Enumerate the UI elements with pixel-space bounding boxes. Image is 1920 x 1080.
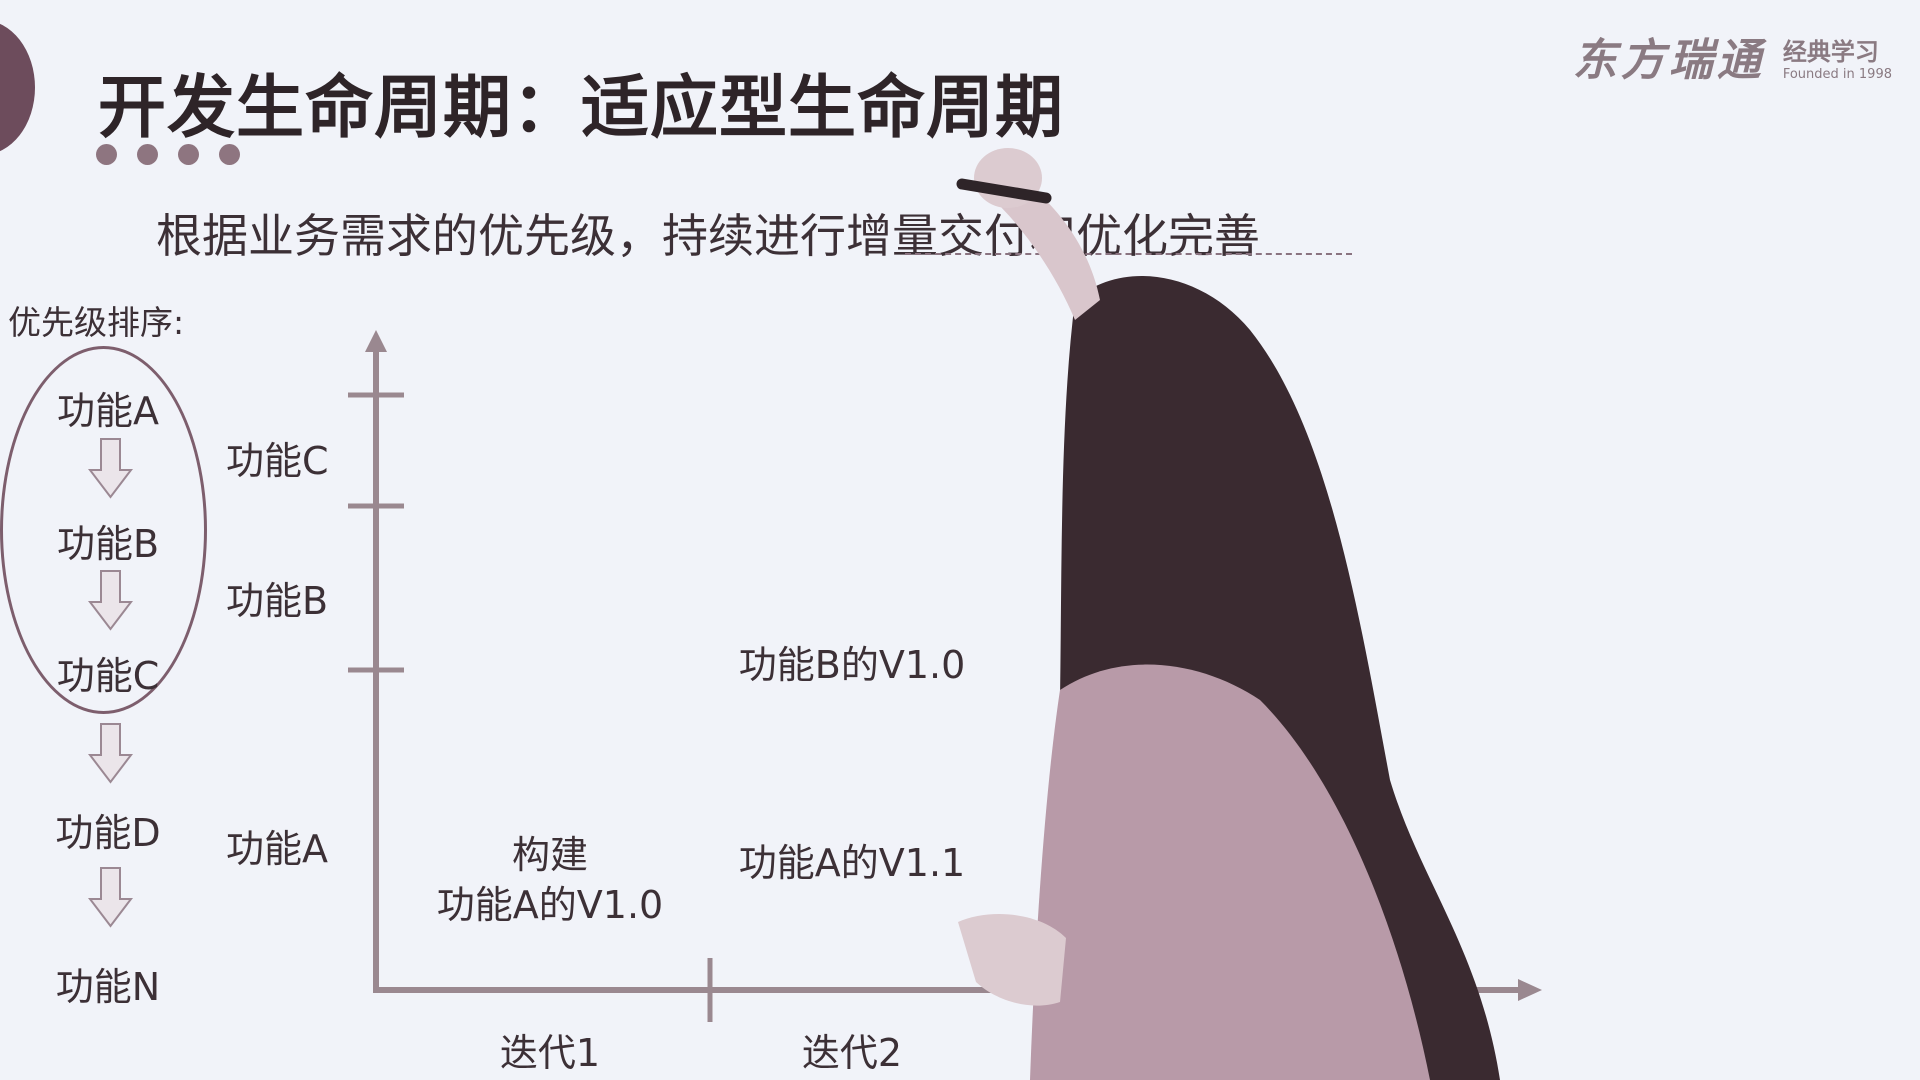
- priority-item-c: 功能C: [56, 654, 160, 698]
- decoration-dot: [178, 144, 199, 165]
- priority-item-b: 功能B: [56, 522, 160, 566]
- marker-pen: [956, 178, 1052, 204]
- iteration1-line1: 构建: [511, 833, 588, 877]
- iteration2-feature-b-cell: 功能B的V1.0: [738, 643, 966, 687]
- down-arrow-icon: [88, 723, 133, 784]
- x-label-iteration-1: 迭代1: [499, 1031, 601, 1075]
- decoration-dot: [96, 144, 117, 165]
- x-axis-arrowhead: [1518, 979, 1542, 1001]
- priority-label: 优先级排序:: [8, 303, 185, 342]
- brand-founded: Founded in 1998: [1782, 67, 1892, 82]
- presenter-lower-hand: [958, 914, 1066, 1006]
- priority-item-n: 功能N: [55, 965, 161, 1009]
- y-axis-arrowhead: [365, 330, 387, 352]
- y-label-feature-b: 功能B: [226, 579, 329, 623]
- brand-logo: 东方瑞通 经典学习 Founded in 1998: [1573, 32, 1892, 90]
- decoration-dot: [137, 144, 158, 165]
- presenter-jacket: [1030, 664, 1430, 1080]
- iteration2-feature-a-cell: 功能A的V1.1: [738, 841, 966, 885]
- x-label-iteration-2: 迭代2: [801, 1031, 903, 1075]
- iteration1-line2: 功能A的V1.0: [436, 883, 664, 927]
- iteration1-cell: 构建 功能A的V1.0: [437, 830, 663, 930]
- down-arrow-icon: [88, 867, 133, 928]
- y-label-feature-c: 功能C: [226, 439, 329, 483]
- brand-sub-block: 经典学习 Founded in 1998: [1783, 32, 1892, 82]
- y-label-feature-a: 功能A: [226, 827, 328, 871]
- priority-item-a: 功能A: [57, 389, 159, 433]
- subtitle-underline: [905, 253, 1352, 255]
- priority-group-ellipse: [0, 346, 207, 714]
- brand-name: 东方瑞通: [1572, 35, 1765, 86]
- priority-item-d: 功能D: [55, 811, 161, 855]
- title-decoration-dots: [96, 144, 240, 165]
- decoration-dot: [219, 144, 240, 165]
- down-arrow-icon: [88, 438, 133, 499]
- slide-title: 开发生命周期：适应型生命周期: [98, 69, 1065, 148]
- brand-sub-name: 经典学习: [1782, 38, 1879, 66]
- down-arrow-icon: [88, 570, 133, 631]
